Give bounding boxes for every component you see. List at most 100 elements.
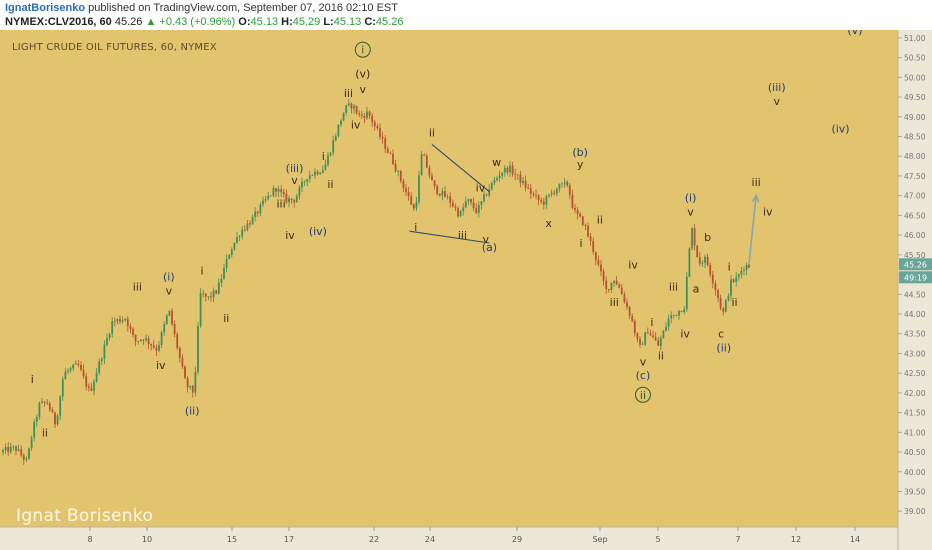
price-tick-label: 49.50 <box>904 93 926 102</box>
candle-body <box>181 357 184 367</box>
time-axis-ticks: 8 10 15 17 22 24 29 Sep 5 7 12 14 <box>87 527 860 544</box>
candle-body <box>524 180 527 188</box>
candle-body <box>139 339 142 342</box>
candle-body <box>652 335 654 338</box>
candle-body <box>145 338 147 341</box>
candle-body <box>69 368 72 371</box>
candle-body <box>462 207 465 212</box>
candle-body <box>20 449 23 456</box>
candle-body <box>295 196 298 203</box>
candle-body <box>683 309 686 313</box>
candle-body <box>363 116 366 119</box>
candle-body <box>402 180 405 189</box>
candle-body <box>46 402 49 404</box>
candle-body <box>251 216 254 225</box>
candle-body <box>714 283 717 291</box>
candle-body <box>308 175 311 180</box>
candle-body <box>709 264 712 275</box>
candle-body <box>548 194 550 197</box>
time-tick-label: 7 <box>735 535 740 544</box>
candle-body <box>470 199 472 203</box>
wave-label: i <box>579 237 582 250</box>
wave-label: ii <box>640 389 646 402</box>
candle-body <box>397 170 400 172</box>
candle-body <box>324 164 327 171</box>
candle-body <box>316 171 319 175</box>
price-tick-label: 42.00 <box>904 389 926 398</box>
candle-body <box>384 138 387 149</box>
time-tick-label: 12 <box>791 535 801 544</box>
wave-label: v <box>166 284 173 297</box>
high-value: 45.29 <box>292 16 321 28</box>
candle-body <box>423 154 426 156</box>
candle-body <box>33 421 36 438</box>
candle-body <box>386 148 389 153</box>
wave-label: iv <box>285 229 295 242</box>
projection-arrow[interactable] <box>748 195 757 265</box>
candle-body <box>514 174 517 175</box>
candle-body <box>2 450 4 453</box>
candle-body <box>566 181 569 186</box>
time-tick-label: 5 <box>655 535 660 544</box>
price-tick-label: 50.50 <box>904 54 926 63</box>
wave-label: i <box>361 44 364 57</box>
candle-body <box>340 120 342 125</box>
candle-body <box>220 278 223 283</box>
candle-body <box>113 321 116 322</box>
candle-body <box>631 315 634 321</box>
author-link[interactable]: IgnatBorisenko <box>5 2 86 14</box>
candle-body <box>576 210 579 215</box>
candle-body <box>618 284 621 288</box>
candle-body <box>480 201 483 205</box>
time-tick-label: 29 <box>512 535 522 544</box>
chart-canvas[interactable]: 39.00 39.50 40.00 40.50 41.00 41.50 42.00 42.50… <box>0 30 932 550</box>
candle-body <box>17 449 20 451</box>
wave-label: v <box>291 174 298 187</box>
candle-body <box>217 282 220 294</box>
wave-trendline[interactable] <box>431 143 490 193</box>
candle-body <box>488 189 491 196</box>
candle-body <box>30 437 33 449</box>
candle-body <box>215 290 218 294</box>
candle-body <box>41 401 43 403</box>
candle-body <box>537 195 540 201</box>
candle-body <box>85 376 88 387</box>
candle-body <box>441 191 444 196</box>
wave-label: ii <box>42 426 48 439</box>
candle-body <box>202 293 205 295</box>
candle-body <box>438 193 441 196</box>
trendlines <box>409 143 760 265</box>
open-label: O: <box>238 16 251 28</box>
time-axis[interactable] <box>0 527 898 550</box>
last-price-badge-text: 45.26 <box>904 260 927 269</box>
candle-body <box>405 188 407 193</box>
wave-label-circle <box>634 386 651 403</box>
candle-body <box>74 363 77 365</box>
candle-body <box>56 415 59 425</box>
countdown-badge <box>899 271 932 284</box>
candle-body <box>425 155 428 168</box>
candle-body <box>150 343 153 346</box>
wave-label: iv <box>351 119 361 132</box>
candle-body <box>368 111 371 116</box>
candle-body <box>696 245 699 258</box>
wave-trendline[interactable] <box>409 230 490 244</box>
candle-body <box>717 290 719 299</box>
candle-body <box>15 446 17 451</box>
price-axis[interactable] <box>898 30 932 550</box>
candle-body <box>540 200 543 202</box>
candle-body <box>64 371 67 380</box>
candle-body <box>410 196 413 205</box>
candle-body <box>321 170 324 173</box>
candle-body <box>116 319 119 322</box>
wave-label: iii <box>344 87 353 100</box>
candle-body <box>498 175 501 178</box>
price-tick-label: 39.00 <box>904 507 926 516</box>
candle-body <box>95 372 98 382</box>
price-tick-label: 44.00 <box>904 310 926 319</box>
candle-body <box>571 194 574 208</box>
candle-body <box>532 193 535 195</box>
candle-body <box>433 180 436 187</box>
candle-body <box>584 225 587 226</box>
wave-label: iii <box>669 280 678 293</box>
